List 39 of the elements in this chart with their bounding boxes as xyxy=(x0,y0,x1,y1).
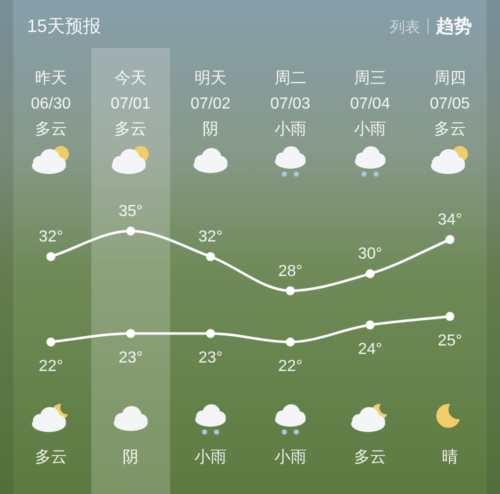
text: 小雨 xyxy=(274,448,306,466)
point xyxy=(46,252,56,262)
point xyxy=(206,328,215,338)
data-label: 24° xyxy=(358,340,382,358)
point xyxy=(445,312,454,321)
data-label: 35° xyxy=(118,203,143,220)
x-tick-label: 明天 07/02 阴 xyxy=(190,70,231,138)
data-label: 22° xyxy=(38,358,63,375)
point xyxy=(206,252,215,262)
text: 列表 xyxy=(390,19,420,36)
point xyxy=(46,338,56,346)
text: 小雨 xyxy=(194,448,226,466)
data-label: 22° xyxy=(278,358,302,375)
text: 多云 xyxy=(354,448,386,466)
data-label: 23° xyxy=(198,349,223,366)
point xyxy=(286,286,295,296)
data-label: 32° xyxy=(38,228,63,246)
x-tick-label: 今天 07/01 多云 xyxy=(110,70,151,138)
point xyxy=(366,269,375,278)
text: 多云 xyxy=(34,448,67,466)
data-label: 30° xyxy=(358,246,382,263)
data-label: 32° xyxy=(198,228,223,246)
x-tick-label: 昨天 06/30 多云 xyxy=(30,70,72,138)
point xyxy=(366,320,375,330)
point xyxy=(126,226,136,236)
data-label: 34° xyxy=(438,212,462,229)
data-label: 25° xyxy=(438,332,462,350)
text: 晴 xyxy=(442,448,458,466)
text: 阴 xyxy=(122,449,139,466)
chart-title: 15天预报 xyxy=(27,16,102,36)
x-tick-label: 周三 07/04 小雨 xyxy=(350,70,390,138)
x-tick-label: 周二 07/03 小雨 xyxy=(270,70,310,138)
point xyxy=(286,338,295,346)
data-label: 28° xyxy=(278,262,302,280)
point xyxy=(445,235,454,244)
text: 趋势 xyxy=(435,16,472,36)
x-tick-label: 周四 07/05 多云 xyxy=(430,70,470,138)
data-label: 23° xyxy=(118,349,143,366)
point xyxy=(126,328,136,338)
